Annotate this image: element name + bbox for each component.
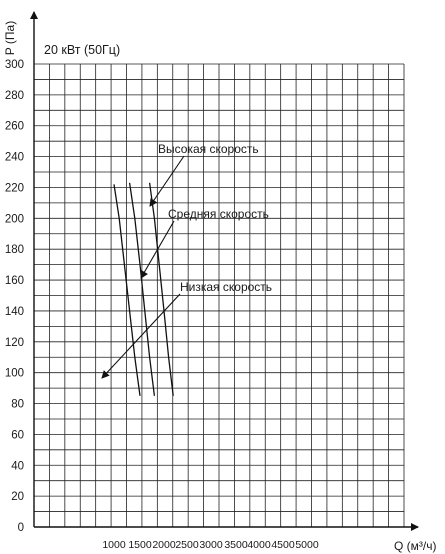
y-tick-label: 0 [18,522,24,534]
y-tick-label: 100 [5,368,24,380]
y-tick-label: 140 [5,306,24,318]
annotation-arrow [149,155,185,207]
y-tick-label: 160 [5,275,24,287]
x-tick-label: 2000 [152,539,176,551]
annotation-label: Средняя скорость [168,207,269,221]
x-tick-label: 1500 [128,539,152,551]
annotations: Высокая скорость Средняя скорость Низкая с… [101,142,272,379]
series-line-low [113,184,141,396]
x-tick-label: 3500 [224,539,248,551]
annotation-label: Высокая скорость [158,142,259,156]
axes [30,11,419,531]
annotation-arrow [140,220,175,279]
y-tick-label: 280 [5,90,24,102]
series-line-high [148,182,174,396]
x-tick-labels: 1000 1500 2000 2500 3000 3500 4000 4500 5000 [102,539,319,551]
y-tick-label: 260 [5,121,24,133]
x-tick-label: 4500 [271,539,295,551]
annotation-arrow [101,293,181,379]
y-tick-label: 300 [5,59,24,71]
series-lines [113,182,174,396]
x-tick-label: 5000 [295,539,319,551]
x-axis-label: Q (м³/ч) [394,539,437,553]
x-tick-label: 1000 [102,539,126,551]
x-tick-label: 3000 [199,539,223,551]
y-tick-label: 180 [5,244,24,256]
y-tick-label: 200 [5,213,24,225]
y-tick-label: 120 [5,337,24,349]
y-tick-label: 40 [11,460,24,472]
chart-subtitle: 20 кВт (50Гц) [44,43,120,57]
x-tick-label: 2500 [175,539,199,551]
y-tick-label: 20 [11,491,24,503]
y-axis-label: P (Па) [3,21,17,55]
annotation-label: Низкая скорость [180,280,272,294]
grid [33,63,405,528]
y-tick-label: 240 [5,152,24,164]
y-tick-label: 60 [11,429,24,441]
series-line-medium [128,182,156,396]
y-tick-label: 220 [5,182,24,194]
y-tick-labels: 0 20 40 60 80 100 120 140 160 180 200 220 240 260 280 3… [5,59,24,534]
x-tick-label: 4000 [247,539,271,551]
y-tick-label: 80 [11,399,24,411]
